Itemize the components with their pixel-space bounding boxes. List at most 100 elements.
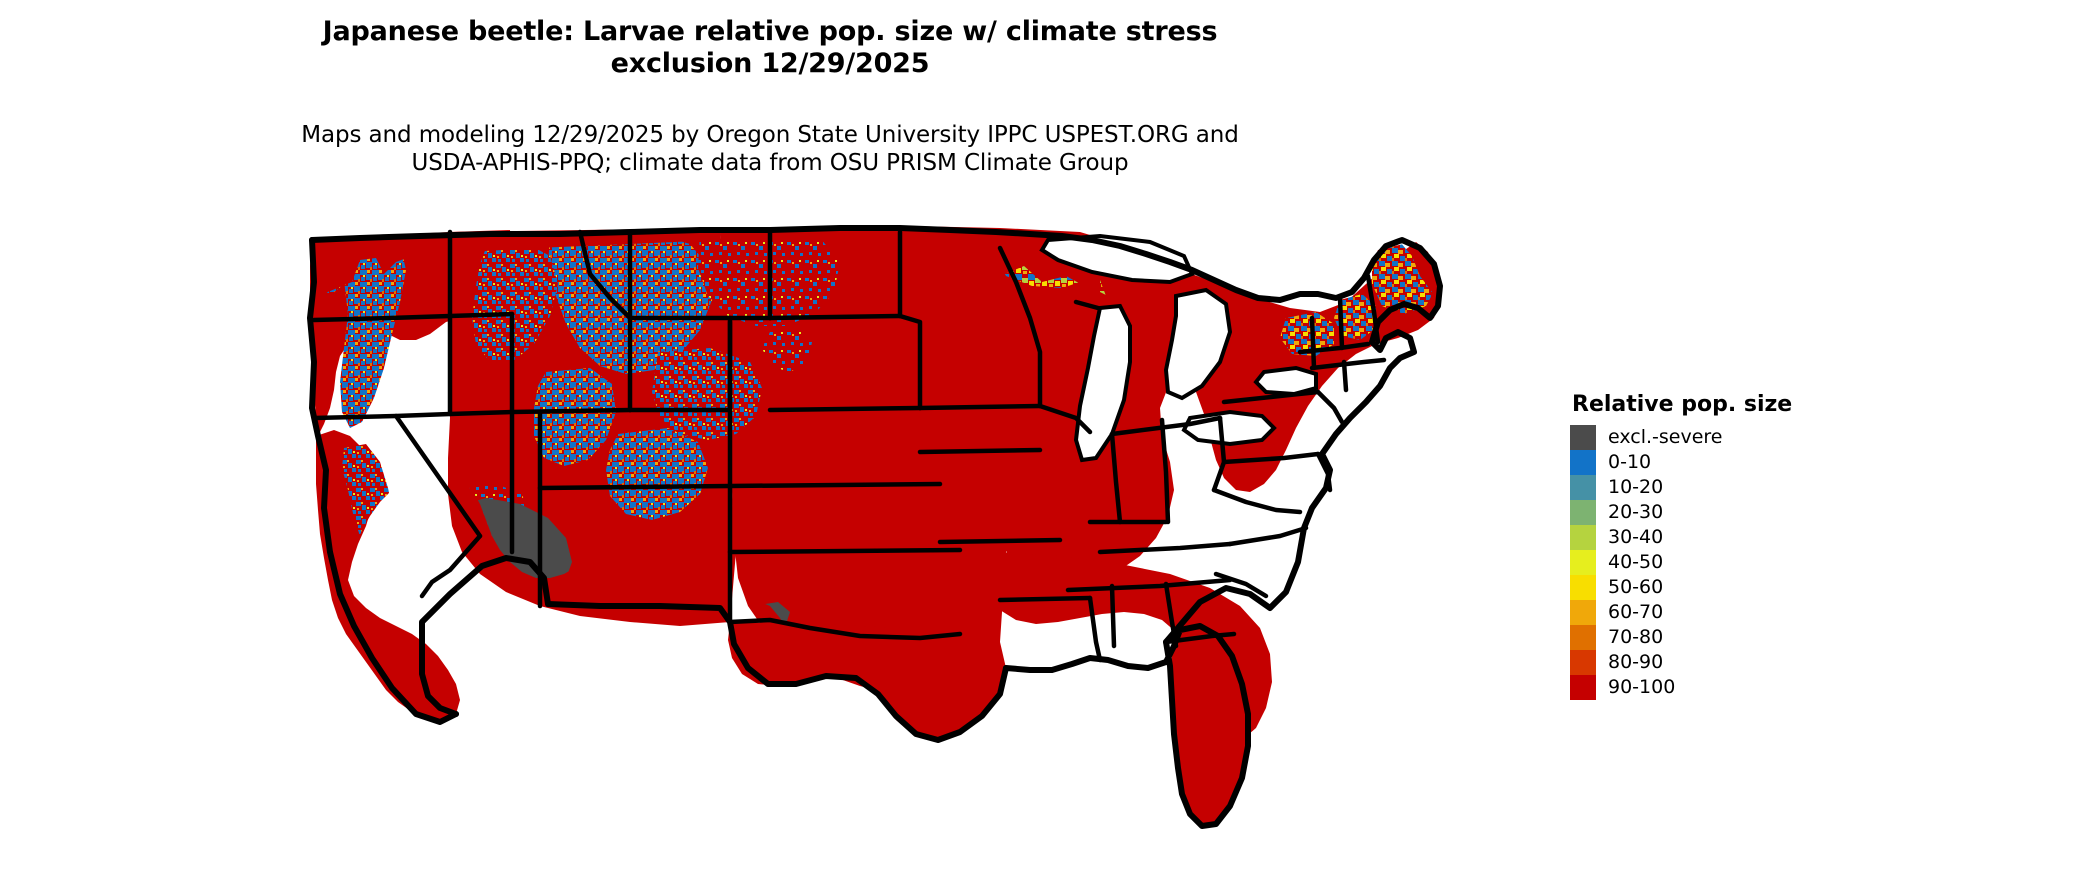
- subtitle-line-2: USDA-APHIS-PPQ; climate data from OSU PR…: [411, 149, 1129, 176]
- legend-item[interactable]: 70-80: [1570, 625, 1792, 650]
- border-ar-la: [997, 595, 1093, 603]
- legend-item-label: 70-80: [1608, 626, 1664, 648]
- speckle-cascades: [336, 234, 406, 428]
- border-sd-mn-ia: [897, 313, 923, 411]
- border-ut-az: [509, 407, 633, 415]
- legend-color-swatch: [1570, 500, 1596, 525]
- border-nc-va: [1227, 525, 1309, 547]
- legend-item[interactable]: 20-30: [1570, 500, 1792, 525]
- lake-michigan: [1073, 303, 1132, 463]
- legend-item[interactable]: 60-70: [1570, 600, 1792, 625]
- outline-mexico-border: [419, 555, 1009, 743]
- map-legend: Relative pop. size excl.-severe 0-10 10-20…: [1570, 392, 1792, 700]
- border-ca-nv-diag: [393, 413, 483, 539]
- outline-atlantic-coast: [309, 225, 1443, 645]
- legend-color-swatch: [1570, 650, 1596, 675]
- speckle-adirondacks: [1280, 312, 1334, 356]
- legend-item[interactable]: 10-20: [1570, 475, 1792, 500]
- choropleth-map: [300, 222, 1540, 892]
- region-texas-gulf: [728, 622, 1006, 738]
- title-line-1: Japanese beetle: Larvae relative pop. si…: [322, 16, 1218, 47]
- legend-item-label: 40-50: [1608, 551, 1664, 573]
- border-ca-az: [419, 533, 483, 599]
- subtitle-line-1: Maps and modeling 12/29/2025 by Oregon S…: [301, 122, 1239, 148]
- border-mn-wi: [997, 245, 1043, 409]
- outline-gulf-coast: [1003, 623, 1251, 829]
- border-vt-nh: [1337, 295, 1345, 351]
- lake-erie: [1181, 409, 1277, 447]
- legend-color-swatch: [1570, 600, 1596, 625]
- border-pa-ny: [1221, 389, 1321, 405]
- legend-color-swatch: [1570, 625, 1596, 650]
- legend-item-label: 50-60: [1608, 576, 1664, 598]
- legend-item[interactable]: 80-90: [1570, 650, 1792, 675]
- legend-item-label: 0-10: [1608, 451, 1652, 473]
- legend-item-label: excl.-severe: [1608, 426, 1723, 448]
- legend-color-swatch: [1570, 575, 1596, 600]
- legend-color-swatch: [1570, 675, 1596, 700]
- border-pa-md-nj: [1221, 451, 1321, 465]
- map-great-lakes: [1039, 233, 1318, 463]
- border-sc-nc: [1213, 571, 1269, 599]
- border-ks-ok: [727, 547, 963, 555]
- legend-item[interactable]: 50-60: [1570, 575, 1792, 600]
- legend-item-label: 60-70: [1608, 601, 1664, 623]
- legend-item[interactable]: 40-50: [1570, 550, 1792, 575]
- border-tn-ms-al-ga: [1065, 577, 1233, 593]
- border-ia-mo: [917, 447, 1043, 455]
- border-in-oh: [1159, 417, 1171, 525]
- legend-color-swatch: [1570, 550, 1596, 575]
- outline-west-coast: [307, 237, 459, 725]
- border-ny-vt: [1309, 315, 1317, 371]
- border-mi-wi: [1073, 299, 1101, 311]
- border-ma-ct-ri: [1309, 357, 1387, 371]
- border-mi-oh-in: [1109, 415, 1223, 437]
- lake-huron: [1163, 287, 1233, 401]
- border-co-nm: [537, 483, 733, 491]
- speckle-wyoming-ranges: [652, 348, 762, 440]
- speckle-bitterroot: [472, 242, 558, 362]
- legend-item-label: 90-100: [1608, 676, 1676, 698]
- border-il-in: [1109, 431, 1123, 525]
- border-ne-ks: [727, 481, 943, 489]
- us-map-svg: [300, 222, 1540, 892]
- legend-color-swatch: [1570, 425, 1596, 450]
- legend-items: excl.-severe 0-10 10-20 20-30 30-40 40-50 50-6…: [1570, 425, 1792, 700]
- border-sd-ne: [767, 405, 923, 413]
- region-florida: [1170, 626, 1246, 826]
- page-subtitle: Maps and modeling 12/29/2025 by Oregon S…: [0, 122, 1540, 177]
- map-state-borders: [311, 229, 1387, 663]
- border-la-ms: [1087, 595, 1103, 663]
- lake-ontario: [1253, 365, 1318, 397]
- page-title: Japanese beetle: Larvae relative pop. si…: [0, 16, 1540, 79]
- border-ct-ri-ma: [1341, 359, 1349, 393]
- legend-item[interactable]: excl.-severe: [1570, 425, 1792, 450]
- legend-title: Relative pop. size: [1572, 392, 1793, 417]
- legend-item-label: 80-90: [1608, 651, 1664, 673]
- legend-item[interactable]: 0-10: [1570, 450, 1792, 475]
- legend-item[interactable]: 90-100: [1570, 675, 1792, 700]
- border-id-mt-wy: [577, 229, 633, 321]
- border-nd-sd: [767, 313, 903, 321]
- map-national-outline: [307, 225, 1443, 829]
- legend-item-label: 30-40: [1608, 526, 1664, 548]
- border-or-ca-nv: [311, 409, 515, 421]
- speckle-green-white-mountains: [1334, 294, 1376, 340]
- legend-color-swatch: [1570, 450, 1596, 475]
- border-wi-il-ia: [1037, 403, 1093, 435]
- border-mo-ar: [937, 537, 1063, 545]
- legend-color-swatch: [1570, 475, 1596, 500]
- speckle-wasatch-uinta: [534, 368, 616, 466]
- legend-item-label: 20-30: [1608, 501, 1664, 523]
- border-va-wv-md: [1211, 487, 1303, 515]
- title-line-2: exclusion 12/29/2025: [610, 47, 930, 79]
- legend-item[interactable]: 30-40: [1570, 525, 1792, 550]
- border-ky-tn: [1097, 541, 1233, 555]
- border-ms-al: [1109, 583, 1117, 649]
- speckle-black-hills: [762, 328, 812, 372]
- speckle-colorado-rockies: [606, 428, 708, 520]
- lake-superior: [1039, 233, 1195, 285]
- border-ny-nj-ct: [1315, 389, 1345, 425]
- legend-item-label: 10-20: [1608, 476, 1664, 498]
